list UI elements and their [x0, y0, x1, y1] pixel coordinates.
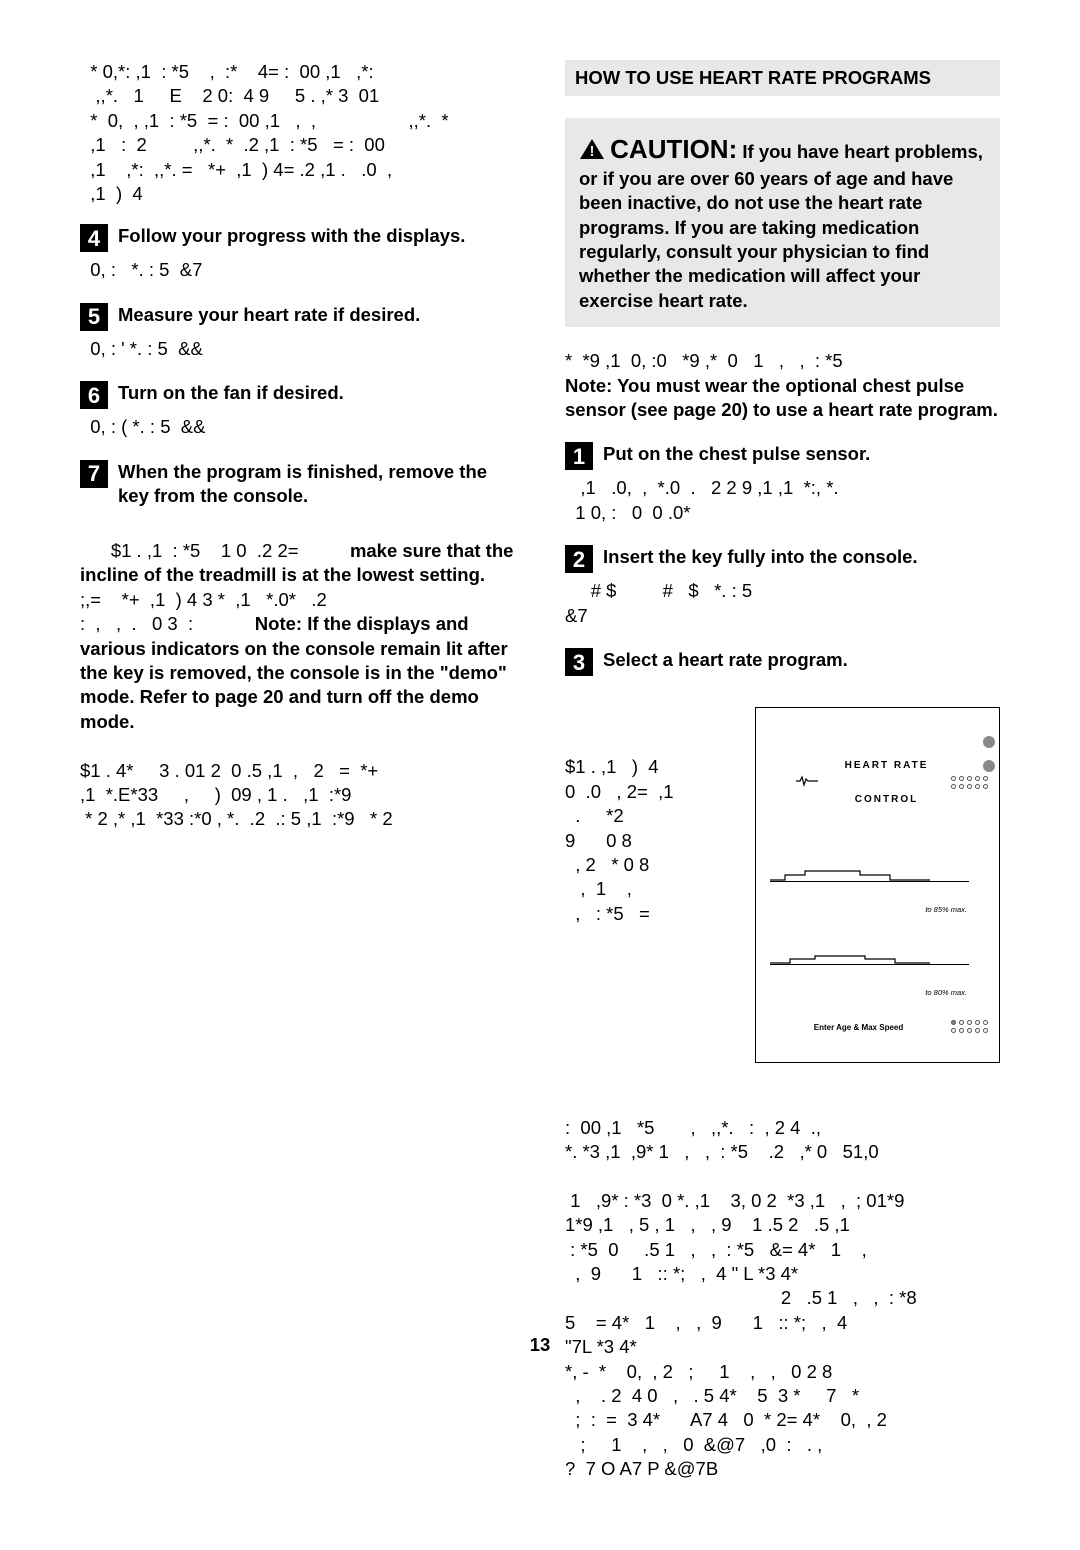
step-2: 2 Insert the key fully into the console. — [565, 545, 1000, 573]
caution-box: ! CAUTION: If you have heart problems, o… — [565, 118, 1000, 327]
caution-text: If you have heart problems, or if you ar… — [579, 141, 983, 310]
step-body: ,1 .0, , *.0 . 2 2 9 ,1 ,1 *:, *. 1 0, :… — [565, 476, 1000, 525]
caution-title: CAUTION: — [610, 134, 737, 164]
step-title: Insert the key fully into the console. — [603, 545, 1000, 569]
left-column: * 0,*: ,1 : *5 , :* 4= : 00 ,1 ,*: ,,*. … — [80, 60, 515, 1550]
step-1: 1 Put on the chest pulse sensor. — [565, 442, 1000, 470]
step-3: 3 Select a heart rate program. — [565, 648, 1000, 676]
step-body: 0, : ' *. : 5 && — [80, 337, 515, 361]
step-4: 4 Follow your progress with the displays… — [80, 224, 515, 252]
enter-label: Enter Age & Max Speed — [766, 1023, 951, 1034]
garbled-prefix: $1 . ,1 : *5 1 0 .2 2= — [111, 540, 350, 561]
step-body: 0, : ( *. : 5 && — [80, 415, 515, 439]
step-title: Turn on the fan if desired. — [118, 381, 515, 405]
label-85: to 85% max. — [766, 906, 989, 914]
step-6: 6 Turn on the fan if desired. — [80, 381, 515, 409]
diagram-title-top: HEART RATE — [845, 761, 929, 771]
step-7: 7 When the program is finished, remove t… — [80, 460, 515, 509]
step-number-box: 4 — [80, 224, 108, 252]
step-3-body: HEART RATE CONTROL to 85% max. — [565, 682, 1000, 1530]
step-number-box: 3 — [565, 648, 593, 676]
page-number: 13 — [530, 1333, 551, 1357]
profile-80 — [770, 951, 969, 965]
led-grid-bottom — [951, 1020, 989, 1034]
step-title: Select a heart rate program. — [603, 648, 1000, 672]
warning-icon: ! — [579, 138, 605, 166]
pre-note-line: * *9 ,1 0, :0 *9 ,* 0 1 , , : *5 — [565, 349, 1000, 373]
led-grid-top — [951, 776, 989, 790]
step-7-body: $1 . ,1 : *5 1 0 .2 2= make sure that th… — [80, 514, 515, 856]
step-5: 5 Measure your heart rate if desired. — [80, 303, 515, 331]
profile-85 — [770, 868, 969, 882]
garbled-text-block: * 0,*: ,1 : *5 , :* 4= : 00 ,1 ,*: ,,*. … — [80, 60, 515, 206]
step-number-box: 2 — [565, 545, 593, 573]
garbled-after: $1 . 4* 3 . 01 2 0 .5 ,1 , 2 = *+ ,1 *.E… — [80, 760, 393, 830]
right-column: HOW TO USE HEART RATE PROGRAMS ! CAUTION… — [565, 60, 1000, 1550]
svg-text:!: ! — [590, 143, 595, 160]
diagram-title-bottom: CONTROL — [845, 795, 929, 805]
step-number-box: 5 — [80, 303, 108, 331]
step-number-box: 7 — [80, 460, 108, 488]
section-header: HOW TO USE HEART RATE PROGRAMS — [565, 60, 1000, 96]
note-bold: Note: You must wear the optional chest p… — [565, 374, 1000, 423]
heart-rate-diagram: HEART RATE CONTROL to 85% max. — [755, 707, 1000, 1063]
step-number-box: 1 — [565, 442, 593, 470]
step-title: Put on the chest pulse sensor. — [603, 442, 1000, 466]
label-80: to 80% max. — [766, 989, 989, 997]
step-title: Follow your progress with the displays. — [118, 224, 515, 248]
heartbeat-icon — [766, 763, 818, 803]
step-number-box: 6 — [80, 381, 108, 409]
step-body: 0, : *. : 5 &7 — [80, 258, 515, 282]
step-body: # $ # $ *. : 5 &7 — [565, 579, 1000, 628]
step-title: When the program is finished, remove the… — [118, 460, 515, 509]
selector-dot — [983, 760, 995, 772]
step-title: Measure your heart rate if desired. — [118, 303, 515, 327]
step3-rest-garble: : 00 ,1 *5 , ,,*. : , 2 4 ., *. *3 ,1 ,9… — [565, 1116, 1000, 1482]
selector-dot — [983, 736, 995, 748]
